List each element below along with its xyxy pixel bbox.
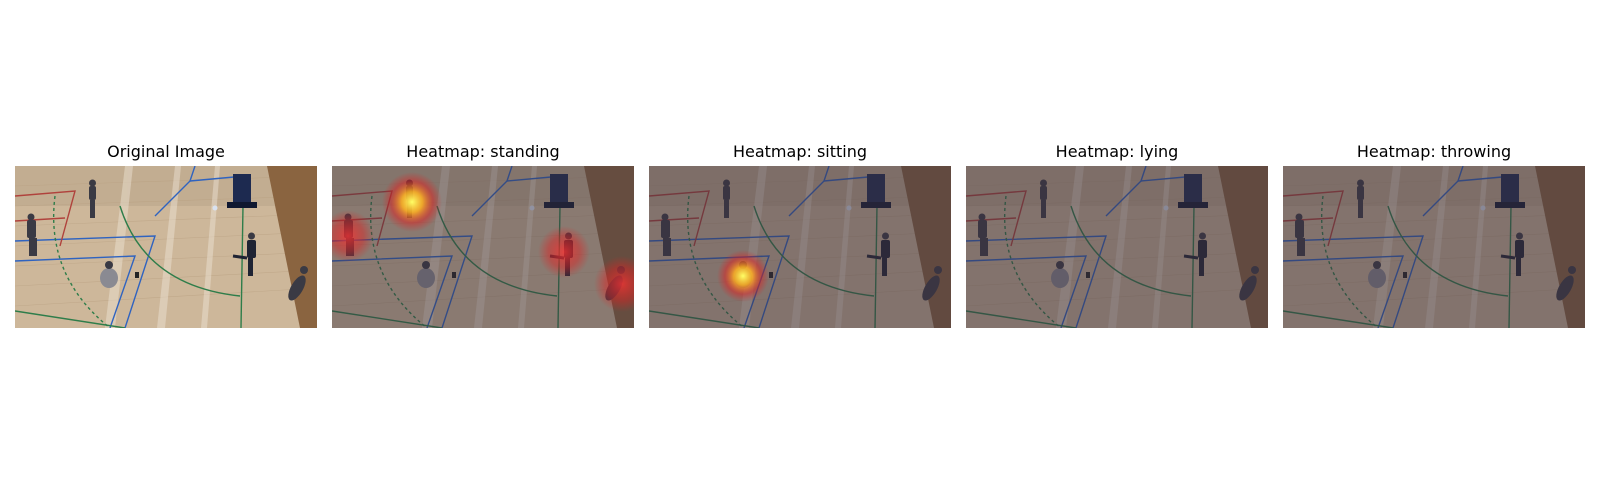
heatmap-standing-image bbox=[332, 166, 634, 328]
heatmap-throwing-image bbox=[1283, 166, 1585, 328]
panel-title: Original Image bbox=[107, 142, 225, 161]
panel-title: Heatmap: throwing bbox=[1356, 142, 1512, 161]
original-image bbox=[15, 166, 317, 328]
heatmap-blob bbox=[717, 250, 769, 302]
heatmap-blob bbox=[538, 226, 590, 278]
panel-title: Heatmap: lying bbox=[1055, 142, 1179, 161]
heatmap-sitting-image bbox=[649, 166, 951, 328]
panel-heatmap-standing: Heatmap: standing bbox=[332, 138, 634, 328]
panel-original-image: Original Image bbox=[15, 138, 317, 328]
panel-heatmap-throwing: Heatmap: throwing bbox=[1283, 138, 1585, 328]
heatmap-blob bbox=[594, 256, 634, 312]
panel-title: Heatmap: standing bbox=[406, 142, 560, 161]
heatmap-blob bbox=[332, 210, 374, 262]
panel-title: Heatmap: sitting bbox=[732, 142, 868, 161]
heatmap-blob bbox=[382, 172, 442, 232]
heatmap-lying-image bbox=[966, 166, 1268, 328]
panel-heatmap-sitting: Heatmap: sitting bbox=[649, 138, 951, 328]
panel-heatmap-lying: Heatmap: lying bbox=[966, 138, 1268, 328]
